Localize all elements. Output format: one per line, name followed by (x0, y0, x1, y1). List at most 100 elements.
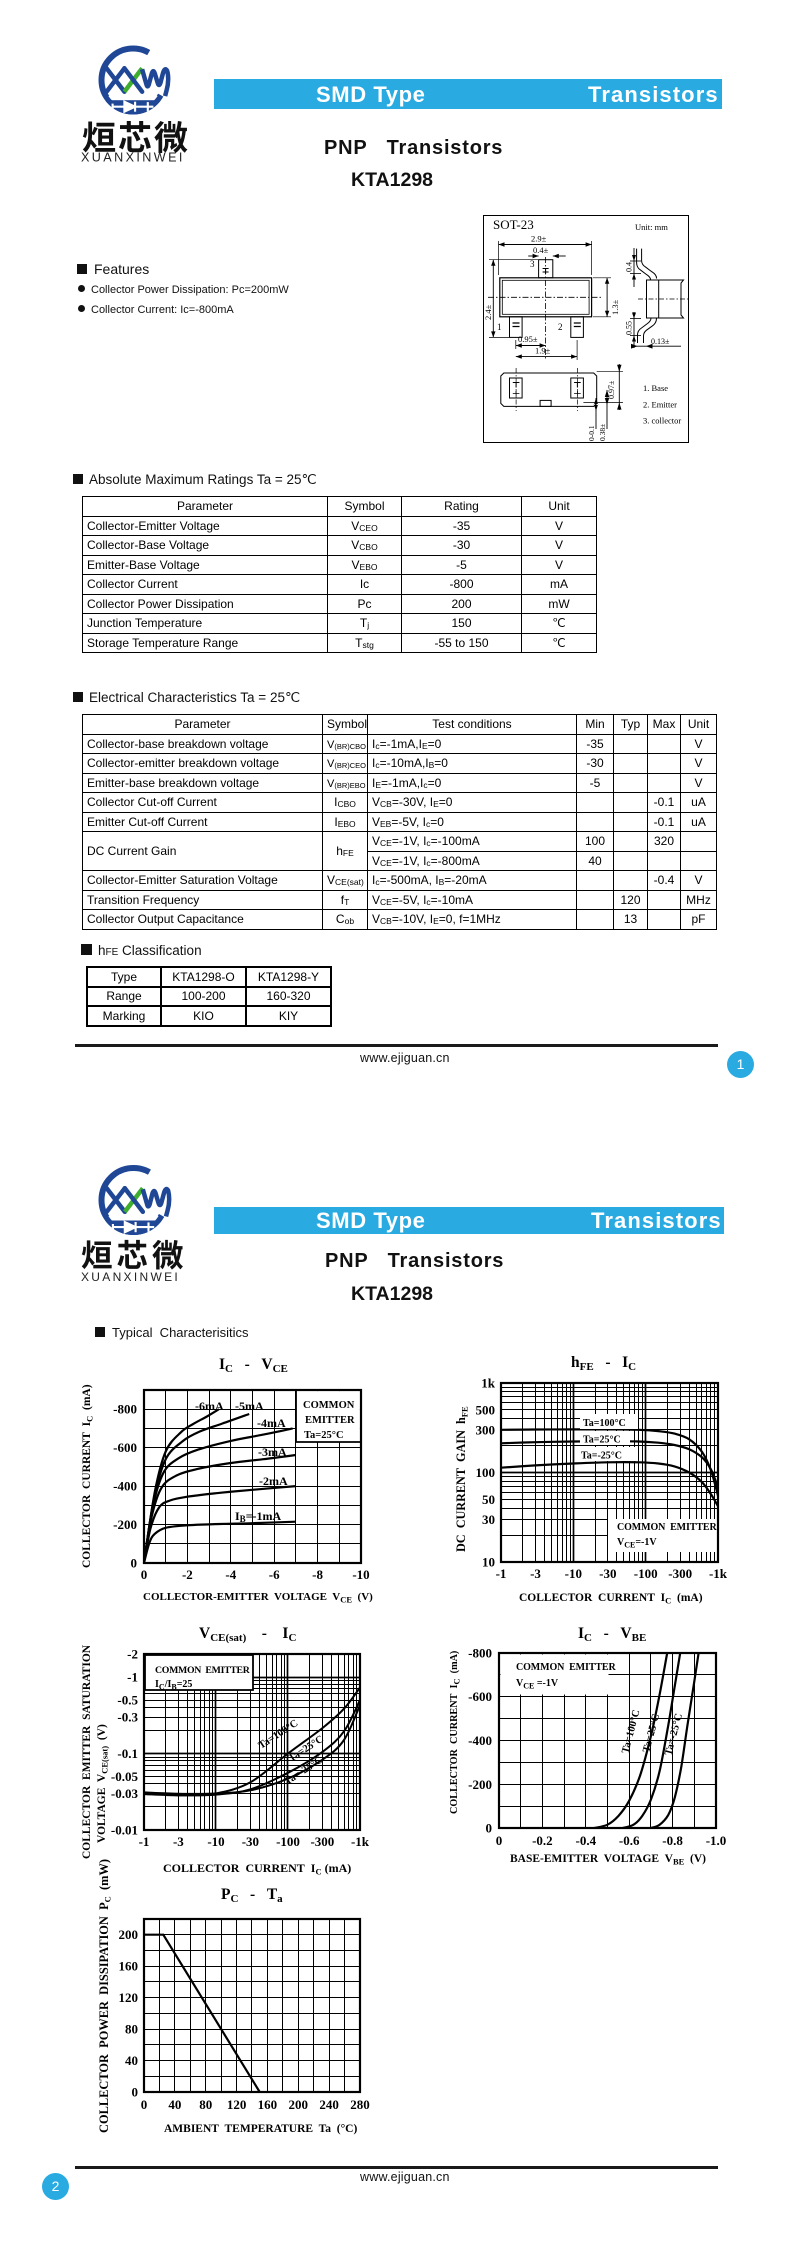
svg-text:-300: -300 (668, 1566, 692, 1581)
svg-text:IC/IB=25: IC/IB=25 (155, 1679, 192, 1692)
svg-text:-0.2: -0.2 (532, 1833, 553, 1848)
svg-text:-400: -400 (113, 1479, 137, 1494)
svg-text:-300: -300 (310, 1834, 334, 1849)
svg-text:-0.3: -0.3 (117, 1710, 138, 1725)
svg-text:1. Base: 1. Base (643, 383, 668, 393)
svg-text:Ta=100°C: Ta=100°C (583, 1418, 626, 1429)
svg-text:-200: -200 (468, 1777, 492, 1792)
svg-text:-600: -600 (113, 1440, 137, 1455)
svg-text:0: 0 (496, 1833, 503, 1848)
svg-text:-0.8: -0.8 (662, 1833, 683, 1848)
svg-text:10: 10 (482, 1555, 495, 1570)
svg-text:-100: -100 (276, 1834, 300, 1849)
svg-text:XUANXINWEI: XUANXINWEI (81, 1270, 180, 1284)
svg-text:300: 300 (476, 1422, 496, 1437)
svg-text:EMITTER: EMITTER (305, 1415, 355, 1426)
svg-text:0: 0 (132, 2085, 139, 2100)
svg-text:1k: 1k (481, 1376, 496, 1391)
svg-text:0.4: 0.4 (625, 262, 634, 272)
svg-text:0.95±: 0.95± (518, 334, 538, 344)
svg-text:160: 160 (119, 1959, 139, 1974)
svg-text:-8: -8 (312, 1567, 323, 1582)
svg-text:IB=-1mA: IB=-1mA (235, 1509, 282, 1524)
svg-text:COLLECTOR CURRENT IC (mA): COLLECTOR CURRENT IC (mA) (163, 1861, 351, 1877)
svg-text:160: 160 (258, 2097, 278, 2112)
svg-text:-2: -2 (127, 1647, 138, 1662)
svg-text:-400: -400 (468, 1733, 492, 1748)
svg-text:-600: -600 (468, 1689, 492, 1704)
svg-text:-800: -800 (468, 1646, 492, 1661)
svg-text:0-0.1: 0-0.1 (587, 425, 596, 441)
svg-text:COMMON EMITTER: COMMON EMITTER (617, 1522, 717, 1533)
svg-text:-1: -1 (139, 1834, 150, 1849)
svg-text:3: 3 (530, 259, 535, 269)
svg-text:IC - VCE: IC - VCE (219, 1356, 288, 1375)
svg-text:-3mA: -3mA (258, 1445, 287, 1459)
svg-text:2.4±: 2.4± (483, 304, 493, 320)
svg-text:-4mA: -4mA (257, 1416, 286, 1430)
svg-text:PC - Ta: PC - Ta (221, 1886, 283, 1905)
svg-text:Ta=-25°C: Ta=-25°C (581, 1451, 622, 1462)
svg-text:-30: -30 (242, 1834, 259, 1849)
svg-text:-1k: -1k (709, 1566, 728, 1581)
svg-text:-3: -3 (530, 1566, 541, 1581)
svg-text:40: 40 (125, 2053, 138, 2068)
svg-text:VCE=-1V: VCE=-1V (617, 1537, 657, 1550)
svg-text:1.9±: 1.9± (535, 346, 551, 356)
svg-text:0.13±: 0.13± (651, 337, 670, 346)
svg-text:DC CURRENT GAIN hFE: DC CURRENT GAIN hFE (454, 1406, 470, 1552)
svg-text:120: 120 (119, 1990, 139, 2005)
svg-text:0.4±: 0.4± (533, 245, 549, 255)
svg-text:0.97±: 0.97± (607, 380, 616, 399)
svg-text:-2mA: -2mA (259, 1474, 288, 1488)
svg-text:-2: -2 (182, 1567, 193, 1582)
svg-text:0.38±: 0.38± (598, 424, 607, 441)
svg-text:280: 280 (350, 2097, 370, 2112)
svg-text:XUANXINWEI: XUANXINWEI (81, 151, 185, 165)
svg-text:50: 50 (482, 1492, 495, 1507)
svg-text:Ta=100°C: Ta=100°C (257, 1718, 301, 1752)
svg-text:-200: -200 (113, 1517, 137, 1532)
svg-text:-1: -1 (496, 1566, 507, 1581)
svg-text:Ta=25°C: Ta=25°C (583, 1435, 621, 1446)
svg-text:1: 1 (497, 322, 502, 332)
svg-text:-10: -10 (352, 1567, 369, 1582)
svg-text:COLLECTOR CURRENT IC (mA): COLLECTOR CURRENT IC (mA) (519, 1592, 703, 1606)
svg-text:SOT-23: SOT-23 (493, 217, 534, 232)
svg-text:Ta=25°C: Ta=25°C (304, 1430, 344, 1441)
svg-text:BASE-EMITTER VOLTAGE VBE (V: BASE-EMITTER VOLTAGE VBE (V) (510, 1853, 706, 1867)
svg-text:AMBIENT TEMPERATURE Ta (°C): AMBIENT TEMPERATURE Ta (°C) (164, 2123, 357, 2135)
svg-text:-0.01: -0.01 (111, 1823, 138, 1838)
svg-text:0.55: 0.55 (625, 321, 634, 335)
svg-text:240: 240 (319, 2097, 339, 2112)
svg-text:-0.6: -0.6 (619, 1833, 640, 1848)
svg-text:COMMON EMITTER: COMMON EMITTER (155, 1665, 251, 1676)
svg-text:-30: -30 (599, 1566, 616, 1581)
svg-text:-10: -10 (565, 1566, 582, 1581)
svg-text:-4: -4 (225, 1567, 236, 1582)
svg-text:200: 200 (119, 1927, 139, 1942)
svg-text:-100: -100 (634, 1566, 658, 1581)
svg-text:0: 0 (141, 1567, 148, 1582)
svg-text:COLLECTOR CURRENT IC (mA): COLLECTOR CURRENT IC (mA) (449, 1651, 462, 1814)
svg-text:VCE =-1V: VCE =-1V (516, 1678, 559, 1691)
svg-text:COLLECTOR POWER DISSIPATION: COLLECTOR POWER DISSIPATION PC (mW) (97, 1859, 113, 2133)
svg-text:120: 120 (227, 2097, 247, 2112)
svg-text:-5mA: -5mA (235, 1399, 264, 1413)
svg-text:VCE(sat) - IC: VCE(sat) - IC (199, 1625, 296, 1644)
svg-text:-6: -6 (269, 1567, 280, 1582)
svg-text:hFE - IC: hFE - IC (571, 1354, 636, 1373)
svg-text:COLLECTOR CURRENT IC (mA): COLLECTOR CURRENT IC (mA) (81, 1384, 95, 1568)
svg-text:-1k: -1k (351, 1834, 370, 1849)
svg-text:2: 2 (558, 322, 563, 332)
svg-text:-0.05: -0.05 (111, 1769, 139, 1784)
svg-text:IC - VBE: IC - VBE (578, 1625, 646, 1644)
svg-text:-10: -10 (207, 1834, 224, 1849)
svg-text:Ta=100°C: Ta=100°C (620, 1709, 642, 1755)
svg-text:-6mA: -6mA (195, 1399, 224, 1413)
svg-text:1.3±: 1.3± (610, 299, 620, 315)
svg-text:COMMON EMITTER: COMMON EMITTER (516, 1662, 616, 1673)
svg-text:COMMON: COMMON (303, 1400, 355, 1411)
svg-text:-0.03: -0.03 (111, 1786, 139, 1801)
svg-text:30: 30 (482, 1512, 495, 1527)
